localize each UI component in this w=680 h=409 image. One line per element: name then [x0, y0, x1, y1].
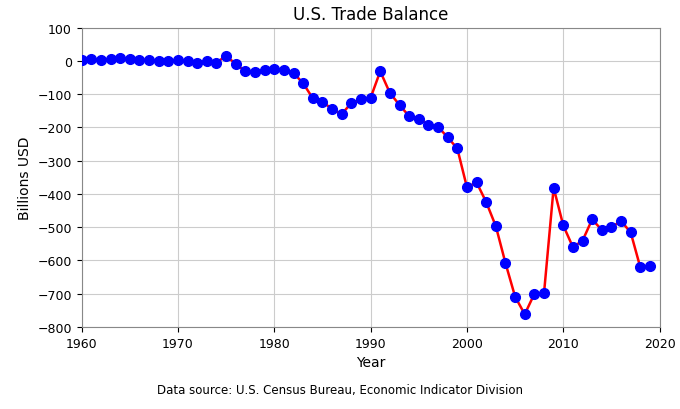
Point — [520, 311, 530, 318]
Point — [220, 53, 231, 60]
Point — [471, 180, 482, 186]
Point — [86, 57, 97, 63]
Point — [124, 57, 135, 63]
Point — [115, 56, 126, 62]
Point — [423, 122, 434, 128]
Point — [346, 101, 357, 107]
Point — [269, 67, 279, 74]
Point — [615, 218, 626, 225]
Point — [500, 260, 511, 267]
Title: U.S. Trade Balance: U.S. Trade Balance — [293, 7, 448, 24]
Point — [211, 61, 222, 67]
Point — [587, 217, 598, 223]
Point — [153, 59, 164, 65]
Point — [442, 135, 453, 141]
Point — [298, 81, 309, 88]
Point — [567, 244, 578, 251]
Point — [577, 238, 588, 244]
Point — [481, 199, 492, 206]
Point — [365, 95, 376, 102]
Point — [201, 58, 212, 65]
Point — [452, 146, 462, 153]
Point — [394, 103, 405, 109]
Point — [539, 290, 549, 297]
Point — [95, 57, 106, 64]
X-axis label: Year: Year — [356, 355, 386, 369]
Point — [462, 184, 473, 191]
Point — [278, 68, 289, 74]
Point — [105, 57, 116, 63]
Point — [558, 222, 568, 229]
Point — [326, 107, 337, 113]
Point — [375, 69, 386, 75]
Point — [596, 227, 607, 234]
Point — [134, 57, 145, 64]
Point — [548, 185, 559, 191]
Point — [635, 265, 646, 271]
Point — [384, 90, 395, 97]
Point — [173, 58, 184, 64]
Text: Data source: U.S. Census Bureau, Economic Indicator Division: Data source: U.S. Census Bureau, Economi… — [157, 383, 523, 396]
Point — [259, 67, 270, 74]
Point — [336, 112, 347, 118]
Point — [404, 114, 415, 120]
Point — [413, 116, 424, 123]
Point — [606, 225, 617, 231]
Point — [182, 59, 193, 65]
Point — [240, 69, 251, 75]
Point — [529, 291, 540, 297]
Point — [490, 223, 501, 230]
Point — [432, 124, 443, 131]
Point — [76, 57, 87, 64]
Point — [250, 70, 260, 76]
Point — [317, 99, 328, 106]
Y-axis label: Billions USD: Billions USD — [18, 136, 32, 220]
Point — [307, 96, 318, 102]
Point — [625, 229, 636, 236]
Point — [645, 263, 656, 270]
Point — [163, 58, 173, 65]
Point — [192, 61, 203, 67]
Point — [288, 71, 299, 77]
Point — [143, 57, 154, 64]
Point — [231, 62, 241, 68]
Point — [509, 294, 520, 300]
Point — [356, 97, 367, 103]
